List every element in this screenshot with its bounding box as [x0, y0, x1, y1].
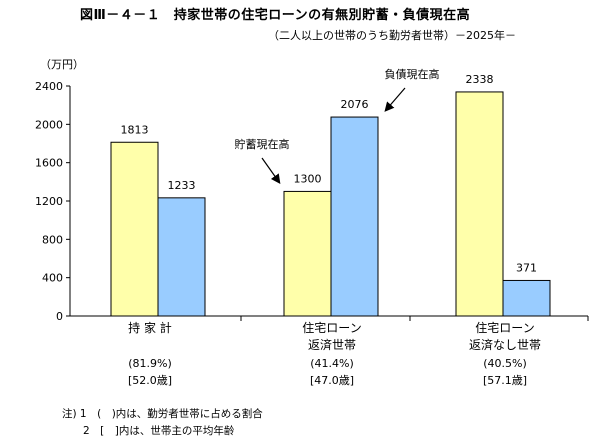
chart-title: 図Ⅲ－４－１ 持家世帯の住宅ローンの有無別貯蓄・負債現在高: [80, 8, 471, 23]
category-label-1-line1: 持 家 計: [128, 321, 172, 335]
average-age-3: [57.1歳]: [482, 374, 528, 387]
annotation-label-2: 負債現在高: [385, 67, 440, 81]
average-age-2: [47.0歳]: [309, 374, 355, 387]
bar-series2-cat2: [330, 116, 379, 317]
bar-series1-cat3: [455, 91, 504, 317]
bar-series2-cat1: [157, 197, 206, 317]
bar-series1-cat2: [283, 190, 332, 317]
category-label-2-line1: 住宅ローン: [302, 321, 362, 335]
footnote-2: 2 [ ]内は、世帯主の平均年齢: [62, 425, 235, 437]
chart-subtitle: （二人以上の世帯のうち勤労者世帯）－2025年－: [268, 29, 516, 42]
group-info-3: (40.5%) [57.1歳]: [430, 355, 580, 389]
annotation-arrow-2: [384, 87, 406, 112]
bar-value-label-s2-c3: 371: [516, 261, 537, 274]
y-tick-label-0: 0: [56, 310, 63, 323]
y-tick-label-2000: 2000: [35, 118, 63, 131]
category-label-2-line2: 返済世帯: [307, 338, 356, 352]
category-label-3: 住宅ローン 返済なし世帯: [430, 320, 580, 354]
group-info-1: (81.9%) [52.0歳]: [75, 355, 225, 389]
bar-value-label-s2-c1: 1233: [168, 179, 196, 192]
average-age-1: [52.0歳]: [127, 374, 173, 387]
bar-value-label-s1-c2: 1300: [294, 172, 322, 185]
category-label-3-line1: 住宅ローン: [475, 321, 535, 335]
bar-series2-cat3: [502, 279, 551, 317]
bar-value-label-s1-c1: 1813: [121, 123, 149, 136]
y-tick-label-1200: 1200: [35, 195, 63, 208]
bar-value-label-s1-c3: 2338: [466, 73, 494, 86]
y-tick-label-2400: 2400: [35, 80, 63, 93]
y-tick-label-1600: 1600: [35, 157, 63, 170]
group-info-2: (41.4%) [47.0歳]: [257, 355, 407, 389]
y-tick-label-800: 800: [42, 233, 63, 246]
bar-series1-cat1: [110, 141, 159, 317]
bar-value-label-s2-c2: 2076: [341, 98, 369, 111]
household-share-3: (40.5%): [483, 357, 527, 370]
footnote-1: 注) 1 ( )内は、勤労者世帯に占める割合: [62, 408, 263, 420]
annotation-arrow-1: [261, 157, 281, 184]
household-share-1: (81.9%): [128, 357, 172, 370]
y-tick-label-400: 400: [42, 272, 63, 285]
category-label-2: 住宅ローン 返済世帯: [257, 320, 407, 354]
annotation-label-1: 貯蓄現在高: [235, 137, 290, 151]
category-label-3-line2: 返済なし世帯: [468, 338, 541, 352]
category-label-1: 持 家 計: [75, 320, 225, 337]
y-axis-unit: （万円）: [40, 58, 84, 71]
household-share-2: (41.4%): [310, 357, 354, 370]
